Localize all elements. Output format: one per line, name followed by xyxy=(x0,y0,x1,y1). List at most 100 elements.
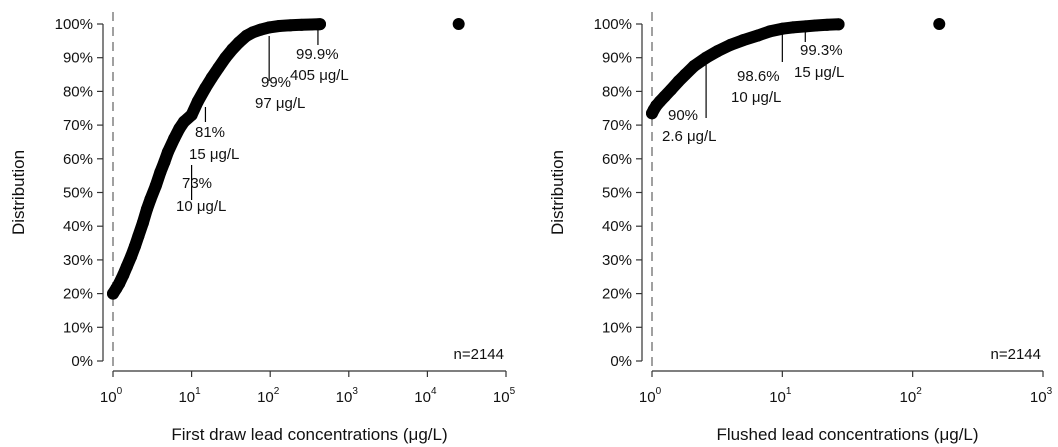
data-point xyxy=(711,44,724,57)
data-point xyxy=(144,193,157,206)
x-tick-label: 102 xyxy=(257,386,280,406)
y-tick-label: 30% xyxy=(63,252,93,269)
data-point xyxy=(751,29,764,42)
chart-panel-flushed: 0%10%20%30%40%50%60%70%80%90%100%100 101 1… xyxy=(548,12,1053,444)
data-point xyxy=(665,83,678,96)
data-point xyxy=(212,61,225,74)
annotation-percent: 98.6% xyxy=(737,68,780,85)
y-tick-label: 20% xyxy=(63,286,93,303)
y-tick-label: 100% xyxy=(55,16,93,33)
x-tick-exponent: 1 xyxy=(786,386,792,397)
x-tick-label: 100 xyxy=(100,386,123,406)
x-tick-label: 101 xyxy=(769,386,792,406)
y-tick-label: 20% xyxy=(602,286,632,303)
y-tick-label: 80% xyxy=(602,83,632,100)
annotation-percent: 99.9% xyxy=(296,46,339,63)
data-point xyxy=(168,132,181,145)
data-point xyxy=(136,216,149,229)
y-tick-label: 30% xyxy=(602,252,632,269)
y-axis-label: Distribution xyxy=(548,150,567,235)
annotation-percent: 73% xyxy=(182,175,212,192)
x-tick-base: 10 xyxy=(178,389,195,406)
data-point xyxy=(763,25,776,38)
y-tick-label: 70% xyxy=(602,117,632,134)
y-tick-label: 60% xyxy=(63,151,93,168)
data-point xyxy=(776,22,789,35)
data-point xyxy=(128,240,141,253)
x-tick-base: 10 xyxy=(900,389,917,406)
x-tick-exponent: 1 xyxy=(195,386,201,397)
data-point xyxy=(120,260,133,273)
data-point xyxy=(786,21,799,34)
x-tick-base: 10 xyxy=(1030,389,1047,406)
x-tick-exponent: 3 xyxy=(1047,386,1053,397)
data-point xyxy=(313,18,326,31)
y-tick-label: 0% xyxy=(610,353,632,370)
sample-size-label: n=2144 xyxy=(991,346,1041,363)
annotation-concentration: 97 μg/L xyxy=(255,95,305,112)
data-point xyxy=(149,179,162,192)
y-tick-label: 60% xyxy=(602,151,632,168)
data-point xyxy=(158,156,171,169)
y-tick-label: 40% xyxy=(602,218,632,235)
y-tick-label: 0% xyxy=(71,353,93,370)
x-tick-exponent: 2 xyxy=(274,386,280,397)
data-point xyxy=(154,166,167,179)
x-tick-label: 103 xyxy=(336,386,359,406)
x-tick-label: 102 xyxy=(900,386,923,406)
data-point xyxy=(273,20,286,33)
x-tick-label: 100 xyxy=(639,386,662,406)
y-tick-label: 80% xyxy=(63,83,93,100)
y-axis-label: Distribution xyxy=(9,150,28,235)
y-tick-label: 70% xyxy=(63,117,93,134)
data-point xyxy=(295,18,308,31)
y-tick-label: 10% xyxy=(63,319,93,336)
data-point xyxy=(161,146,174,159)
x-tick-label: 101 xyxy=(178,386,201,406)
data-point xyxy=(219,51,232,64)
x-tick-base: 10 xyxy=(336,389,353,406)
sample-size-label: n=2144 xyxy=(454,346,504,363)
annotation-concentration: 10 μg/L xyxy=(731,89,781,106)
data-point xyxy=(140,203,153,216)
x-tick-label: 104 xyxy=(414,386,437,406)
data-point xyxy=(809,19,822,32)
data-point xyxy=(832,18,845,31)
x-tick-label: 103 xyxy=(1030,386,1053,406)
annotation-percent: 99.3% xyxy=(800,42,843,59)
outlier-point xyxy=(452,18,465,30)
annotation-concentration: 2.6 μg/L xyxy=(662,128,717,145)
data-point xyxy=(679,68,692,81)
annotation-percent: 81% xyxy=(195,124,225,141)
y-tick-label: 90% xyxy=(602,50,632,67)
data-point xyxy=(820,18,833,31)
annotation-percent: 90% xyxy=(668,107,698,124)
annotation-concentration: 15 μg/L xyxy=(794,64,844,81)
x-tick-label: 105 xyxy=(493,386,516,406)
chart-panel-first-draw: 0%10%20%30%40%50%60%70%80%90%100%100 101 1… xyxy=(9,12,516,444)
y-tick-label: 50% xyxy=(602,185,632,202)
x-tick-exponent: 0 xyxy=(117,386,123,397)
x-tick-base: 10 xyxy=(100,389,117,406)
x-tick-base: 10 xyxy=(769,389,786,406)
data-point xyxy=(205,71,218,84)
data-point xyxy=(199,82,212,95)
x-tick-exponent: 3 xyxy=(352,386,358,397)
annotation-concentration: 10 μg/L xyxy=(176,198,226,215)
annotation-concentration: 405 μg/L xyxy=(290,67,349,84)
outlier-point xyxy=(933,18,946,30)
x-tick-exponent: 5 xyxy=(510,386,516,397)
y-tick-label: 90% xyxy=(63,50,93,67)
x-tick-base: 10 xyxy=(414,389,431,406)
data-point xyxy=(724,38,737,51)
annotation-percent: 99% xyxy=(261,74,291,91)
data-point xyxy=(737,34,750,47)
data-point xyxy=(132,230,145,243)
annotation-concentration: 15 μg/L xyxy=(189,146,239,163)
x-tick-base: 10 xyxy=(493,389,510,406)
y-tick-label: 50% xyxy=(63,185,93,202)
data-point xyxy=(687,60,700,73)
data-point xyxy=(284,19,297,32)
x-tick-base: 10 xyxy=(257,389,274,406)
y-tick-label: 10% xyxy=(602,319,632,336)
